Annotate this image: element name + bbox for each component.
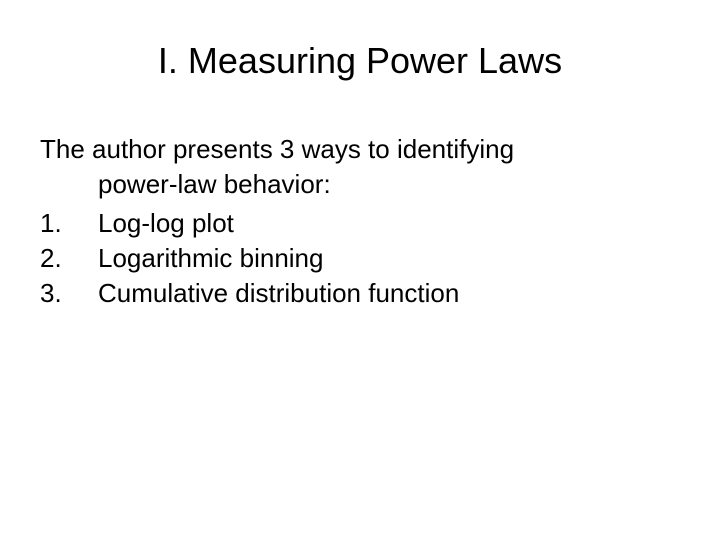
list-text-1: Log-log plot bbox=[98, 206, 680, 241]
intro-line-1: The author presents 3 ways to identifyin… bbox=[40, 132, 680, 167]
list-number-3: 3. bbox=[40, 276, 98, 311]
list-item: 3. Cumulative distribution function bbox=[40, 276, 680, 311]
list-item: 1. Log-log plot bbox=[40, 206, 680, 241]
list-item: 2. Logarithmic binning bbox=[40, 241, 680, 276]
list-text-2: Logarithmic binning bbox=[98, 241, 680, 276]
slide-title: I. Measuring Power Laws bbox=[40, 40, 680, 82]
intro-line-2: power-law behavior: bbox=[40, 167, 680, 202]
list-text-3: Cumulative distribution function bbox=[98, 276, 680, 311]
list-number-2: 2. bbox=[40, 241, 98, 276]
list-number-1: 1. bbox=[40, 206, 98, 241]
